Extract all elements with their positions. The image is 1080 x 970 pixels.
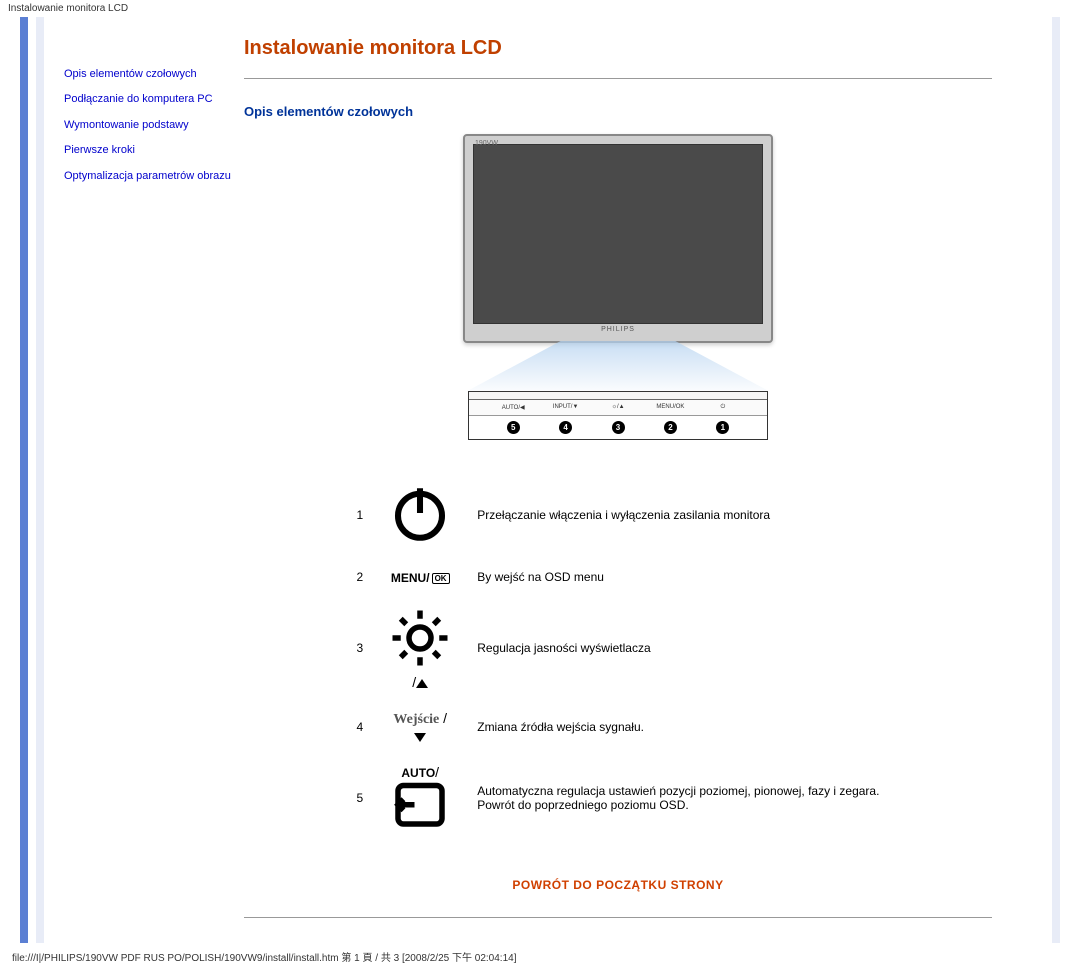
input-icon: Wejście / <box>375 700 465 754</box>
section-heading-front: Opis elementów czołowych <box>244 104 992 119</box>
auto-icon: AUTO/ <box>375 754 465 843</box>
back-to-top-link[interactable]: POWRÓT DO POCZĄTKU STRONY <box>512 878 723 892</box>
panel-label-4: INPUT/▼ <box>539 404 591 411</box>
row-desc: Przełączanie włączenia i wyłączenia zasi… <box>465 470 891 559</box>
row-desc: Automatyczna regulacja ustawień pozycji … <box>465 754 891 843</box>
row-num: 3 <box>345 595 376 700</box>
monitor-figure: 190VW PHILIPS AUTO/◀ INPUT/▼ ☼/▲ MENU/OK… <box>244 134 992 440</box>
monitor-brand-label: PHILIPS <box>473 326 763 333</box>
panel-num-1: 1 <box>716 421 729 434</box>
power-icon <box>375 470 465 559</box>
panel-label-2: MENU/OK <box>644 404 696 411</box>
panel-top-strip <box>469 392 767 400</box>
triangle-up-icon <box>416 679 428 688</box>
beam-shape <box>463 341 773 391</box>
row-num: 2 <box>345 559 376 595</box>
page-wrap: Opis elementów czołowych Podłączanie do … <box>20 17 1060 943</box>
sidebar-link-base[interactable]: Wymontowanie podstawy <box>64 118 244 133</box>
panel-number-row: 5 4 3 2 1 <box>469 416 767 439</box>
panel-label-1: ⏻ <box>697 404 749 411</box>
main-content: Instalowanie monitora LCD Opis elementów… <box>244 17 1032 943</box>
sidebar-nav: Opis elementów czołowych Podłączanie do … <box>64 17 244 943</box>
panel-num-5: 5 <box>507 421 520 434</box>
monitor-frame: PHILIPS <box>463 134 773 343</box>
sidebar-link-optim[interactable]: Optymalizacja parametrów obrazu <box>64 169 244 184</box>
row-num: 1 <box>345 470 376 559</box>
panel-num-2: 2 <box>664 421 677 434</box>
row-desc: Regulacja jasności wyświetlacza <box>465 595 891 700</box>
panel-button-labels: AUTO/◀ INPUT/▼ ☼/▲ MENU/OK ⏻ <box>469 400 767 416</box>
row-desc: Zmiana źródła wejścia sygnału. <box>465 700 891 754</box>
monitor-screen <box>473 144 763 324</box>
panel-num-3: 3 <box>612 421 625 434</box>
back-to-top-wrap: POWRÓT DO POCZĄTKU STRONY <box>244 878 992 892</box>
table-row: 3 / Regulacja jasności wyświetlacza <box>345 595 892 700</box>
sidebar-link-connect[interactable]: Podłączanie do komputera PC <box>64 92 244 107</box>
left-light-bar <box>36 17 44 943</box>
row-desc: By wejść na OSD menu <box>465 559 891 595</box>
menu-icon: MENU/OK <box>375 559 465 595</box>
page-header-path: Instalowanie monitora LCD <box>0 0 1080 17</box>
divider-top <box>244 78 992 79</box>
triangle-down-icon <box>414 733 426 742</box>
button-legend-table: 1 Przełączanie włączenia i wyłączenia za… <box>345 470 892 843</box>
row-num: 4 <box>345 700 376 754</box>
divider-bottom <box>244 917 992 918</box>
table-row: 5 AUTO/ Automatyczna regulacja ustawień … <box>345 754 892 843</box>
button-panel-drawing: AUTO/◀ INPUT/▼ ☼/▲ MENU/OK ⏻ 5 4 3 2 1 <box>468 391 768 440</box>
left-accent-bar <box>20 17 28 943</box>
sidebar-link-start[interactable]: Pierwsze kroki <box>64 143 244 158</box>
row-num: 5 <box>345 754 376 843</box>
table-row: 1 Przełączanie włączenia i wyłączenia za… <box>345 470 892 559</box>
light-beams <box>463 341 773 391</box>
panel-label-5: AUTO/◀ <box>487 404 539 411</box>
table-row: 2 MENU/OK By wejść na OSD menu <box>345 559 892 595</box>
sidebar-link-front[interactable]: Opis elementów czołowych <box>64 67 244 82</box>
panel-label-3: ☼/▲ <box>592 404 644 411</box>
right-light-bar <box>1052 17 1060 943</box>
page-title: Instalowanie monitora LCD <box>244 37 992 60</box>
table-row: 4 Wejście / Zmiana źródła wejścia sygnał… <box>345 700 892 754</box>
panel-num-4: 4 <box>559 421 572 434</box>
monitor-drawing: 190VW PHILIPS <box>463 134 773 343</box>
footer-path: file:///I|/PHILIPS/190VW PDF RUS PO/POLI… <box>0 943 1080 970</box>
brightness-icon: / <box>375 595 465 700</box>
monitor-model-label: 190VW <box>475 140 498 147</box>
